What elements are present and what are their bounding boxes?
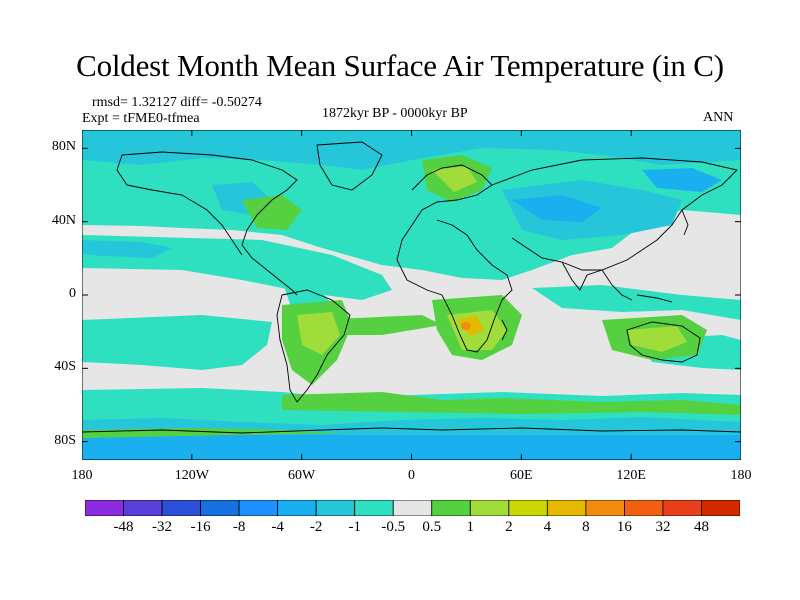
colorbar-label: -32 xyxy=(152,519,173,535)
lon-tick-label: 0 xyxy=(408,468,415,483)
colorbar-swatch xyxy=(624,500,664,516)
lon-tick-label: 180 xyxy=(71,468,93,483)
colorbar-swatch xyxy=(546,500,587,516)
colorbar-swatch xyxy=(238,500,279,516)
colorbar-swatch xyxy=(315,500,356,516)
colorbar-label: -0.5 xyxy=(381,519,406,535)
colorbar-label: 0.5 xyxy=(422,519,442,535)
colorbar-label: 8 xyxy=(582,519,590,535)
colorbar-swatch xyxy=(701,500,740,516)
lon-tick-label: 120W xyxy=(174,468,209,483)
colorbar-label: 32 xyxy=(655,519,671,535)
map-title: Coldest Month Mean Surface Air Temperatu… xyxy=(76,48,724,83)
colorbar-label: -16 xyxy=(190,519,211,535)
colorbar-swatch xyxy=(354,500,394,516)
colorbar-swatch xyxy=(277,500,317,516)
colorbar-swatch xyxy=(200,500,240,516)
colorbar xyxy=(85,500,740,516)
lon-tick-label: 60W xyxy=(288,468,316,483)
colorbar-swatch xyxy=(431,500,471,516)
lon-tick-label: 180 xyxy=(730,468,752,483)
season-label: ANN xyxy=(703,110,734,125)
colorbar-label: 2 xyxy=(505,519,513,535)
colorbar-swatch xyxy=(85,500,124,516)
lat-tick-label: 40N xyxy=(51,212,76,228)
colorbar-swatch xyxy=(585,500,625,516)
colorbar-swatch xyxy=(662,500,702,516)
colorbar-label: -8 xyxy=(232,519,246,535)
lat-tick-label: 80N xyxy=(51,139,76,155)
hottest-anomaly-fill xyxy=(461,322,471,330)
colorbar-swatch xyxy=(508,500,548,516)
period-label: 1872kyr BP - 0000kyr BP xyxy=(322,106,468,121)
colorbar-label: 4 xyxy=(543,519,552,535)
lon-tick-label: 120E xyxy=(616,468,646,483)
stats-label: rmsd= 1.32127 diff= -0.50274 xyxy=(92,95,262,110)
lat-tick-label: 40S xyxy=(54,359,76,375)
colorbar-label: 1 xyxy=(466,519,475,535)
colorbar-swatch xyxy=(392,500,433,516)
coastlines xyxy=(82,141,741,434)
colorbar-label: -48 xyxy=(113,519,134,535)
colorbar-label: 48 xyxy=(693,519,709,535)
colorbar-swatch xyxy=(469,500,510,516)
map-panel xyxy=(82,130,741,460)
strong-cold-anomaly-fill xyxy=(82,168,741,460)
experiment-label: Expt = tFME0-tfmea xyxy=(82,111,200,126)
lon-tick-label: 60E xyxy=(510,468,533,483)
axis-ticks xyxy=(82,130,741,460)
lat-tick-label: 80S xyxy=(54,432,76,448)
colorbar-label: -1 xyxy=(348,519,361,535)
lat-tick-label: 0 xyxy=(69,286,76,301)
colorbar-swatch xyxy=(161,500,201,516)
colorbar-label: -4 xyxy=(271,519,284,535)
colorbar-label: -2 xyxy=(309,519,323,535)
temperature-map xyxy=(82,130,741,460)
colorbar-label: 16 xyxy=(616,519,632,535)
colorbar-swatch xyxy=(123,500,163,516)
